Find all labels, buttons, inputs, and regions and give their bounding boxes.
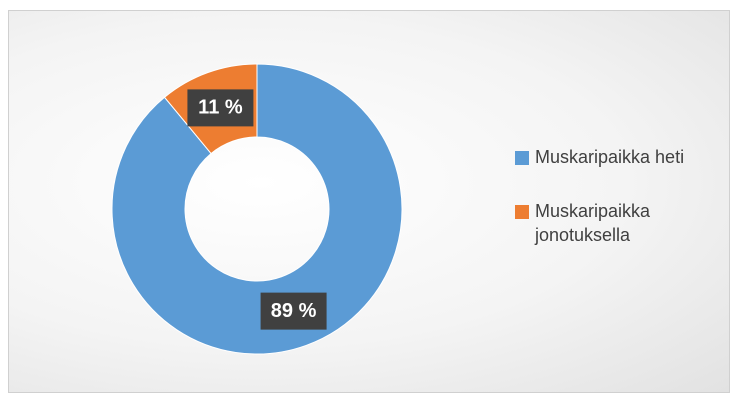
legend-swatch [515, 151, 529, 165]
value-label-box [187, 89, 254, 127]
legend-item: Muskaripaikka heti [515, 145, 715, 169]
value-label: 11 % [198, 97, 243, 119]
legend-item: Muskaripaikka jonotuksella [515, 199, 715, 247]
legend-label: Muskaripaikka heti [535, 147, 685, 167]
value-label-box [260, 292, 327, 330]
legend: Muskaripaikka heti Muskaripaikka jonotuks… [515, 145, 715, 277]
legend-swatch [515, 205, 529, 219]
slice [111, 63, 403, 355]
value-label: 89 % [271, 300, 317, 322]
legend-label: Muskaripaikka jonotuksella [535, 201, 651, 245]
